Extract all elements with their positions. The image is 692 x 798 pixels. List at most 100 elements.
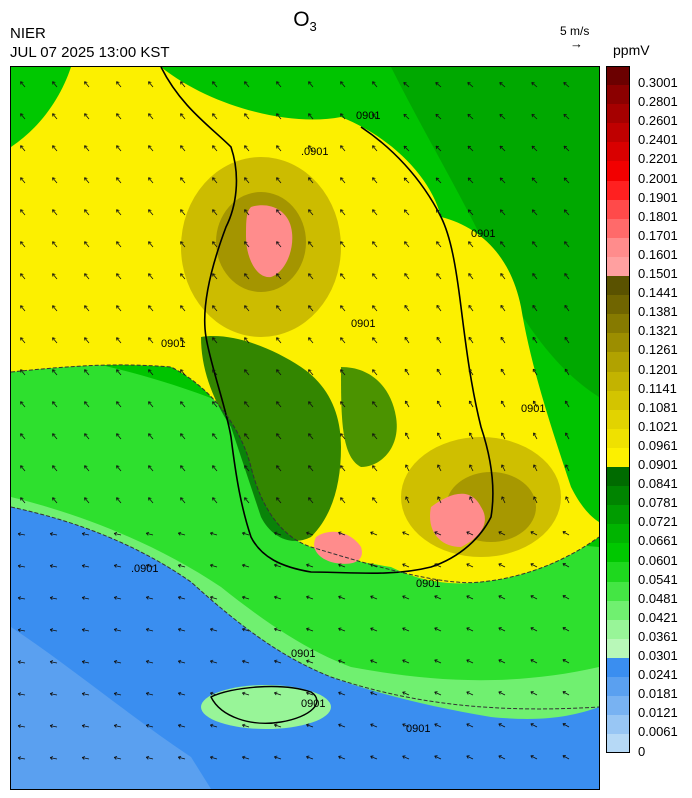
wind-arrow-icon bbox=[434, 595, 442, 600]
wind-arrow-icon bbox=[563, 145, 570, 152]
wind-arrow-icon bbox=[84, 369, 90, 376]
wind-arrow-icon bbox=[564, 432, 570, 440]
wind-arrow-icon bbox=[338, 755, 346, 760]
colorbar-label: 0.1601 bbox=[638, 246, 678, 262]
colorbar-label: 0.1701 bbox=[638, 227, 678, 243]
wind-arrow-icon bbox=[276, 81, 282, 88]
wind-arrow-icon bbox=[212, 497, 218, 504]
wind-arrow-icon bbox=[276, 273, 282, 280]
colorbar-swatch bbox=[606, 104, 630, 124]
colorbar-label: 0.1261 bbox=[638, 342, 678, 358]
wind-arrow-icon bbox=[274, 723, 282, 728]
wind-arrow-icon bbox=[565, 464, 570, 472]
wind-arrow-icon bbox=[84, 497, 90, 504]
wind-arrow-icon bbox=[402, 659, 410, 664]
colorbar-swatch bbox=[606, 677, 630, 697]
units-label: ppmV bbox=[613, 42, 650, 58]
colorbar-label: 0.0661 bbox=[638, 533, 678, 549]
wind-arrow-icon bbox=[212, 177, 218, 184]
colorbar-swatch bbox=[606, 428, 630, 448]
wind-arrow-icon bbox=[402, 563, 410, 568]
wind-arrow-icon bbox=[340, 177, 346, 184]
colorbar-label: 0.0961 bbox=[638, 437, 678, 453]
wind-arrow-icon bbox=[501, 496, 506, 504]
colorbar-swatch bbox=[606, 524, 630, 544]
wind-arrow-icon bbox=[180, 465, 186, 472]
wind-arrow-icon bbox=[436, 241, 442, 248]
wind-arrow-icon bbox=[148, 465, 154, 472]
wind-arrow-icon bbox=[148, 145, 154, 152]
wind-arrow-icon bbox=[340, 113, 346, 120]
wind-arrow-icon bbox=[274, 691, 282, 696]
wind-arrow-icon bbox=[52, 305, 58, 312]
wind-arrow-icon bbox=[308, 113, 314, 120]
wind-arrow-icon bbox=[531, 209, 538, 216]
wind-arrow-icon bbox=[565, 496, 570, 504]
wind-arrow-icon bbox=[180, 433, 186, 440]
wind-arrow-icon bbox=[84, 465, 90, 472]
wind-arrow-icon bbox=[212, 241, 218, 248]
wind-arrow-icon bbox=[402, 755, 410, 760]
wind-arrow-icon bbox=[370, 531, 378, 536]
wind-arrow-icon bbox=[52, 209, 58, 216]
wind-arrow-icon bbox=[116, 209, 122, 216]
wind-arrow-icon bbox=[563, 209, 570, 216]
wind-arrow-icon bbox=[17, 692, 26, 697]
wind-arrow-icon bbox=[370, 627, 378, 632]
wind-arrow-icon bbox=[340, 305, 346, 312]
wind-arrow-icon bbox=[338, 627, 346, 632]
wind-arrow-icon bbox=[113, 531, 122, 536]
wind-arrow-icon bbox=[113, 723, 122, 728]
colorbar-label: 0.1801 bbox=[638, 208, 678, 224]
wind-arrow-icon bbox=[402, 531, 410, 536]
wind-arrow-icon bbox=[436, 304, 442, 312]
wind-arrow-icon bbox=[308, 273, 314, 280]
wind-arrow-icon bbox=[113, 595, 122, 600]
wind-arrow-icon bbox=[145, 531, 154, 536]
wind-arrow-icon bbox=[177, 659, 186, 664]
colorbar-swatch bbox=[606, 600, 630, 620]
wind-arrow-icon bbox=[274, 531, 282, 536]
wind-arrow-icon bbox=[244, 113, 250, 120]
wind-arrow-icon bbox=[372, 145, 378, 152]
wind-arrow-icon bbox=[468, 304, 474, 312]
wind-arrow-icon bbox=[244, 145, 250, 152]
wind-arrow-icon bbox=[212, 209, 218, 216]
colorbar-label: 0.0061 bbox=[638, 724, 678, 740]
wind-arrow-icon bbox=[242, 691, 250, 696]
wind-arrow-icon bbox=[116, 337, 122, 344]
ozone-map: 0901 .0901 0901 0901 0901 0901 0901 .0901 0901 09… bbox=[11, 67, 599, 789]
wind-arrow-icon bbox=[20, 273, 26, 280]
northwest-green-patch bbox=[11, 67, 71, 147]
wind-arrow-icon bbox=[276, 337, 282, 344]
colorbar-label: 0.0361 bbox=[638, 628, 678, 644]
wind-arrow-icon bbox=[49, 628, 58, 632]
wind-arrow-icon bbox=[404, 273, 410, 280]
wind-arrow-icon bbox=[372, 337, 378, 344]
wind-arrow-icon bbox=[81, 628, 90, 632]
wind-arrow-icon bbox=[468, 273, 474, 280]
colorbar-label: 0.0721 bbox=[638, 514, 678, 530]
wind-arrow-icon bbox=[308, 337, 314, 344]
wind-arrow-icon bbox=[210, 563, 218, 568]
wind-arrow-icon bbox=[434, 531, 442, 536]
wind-arrow-icon bbox=[562, 563, 570, 568]
wind-arrow-icon bbox=[499, 209, 506, 216]
wind-arrow-icon bbox=[274, 659, 282, 664]
wind-arrow-icon bbox=[372, 273, 378, 280]
wind-arrow-icon bbox=[500, 336, 506, 344]
wind-arrow-icon bbox=[148, 401, 154, 408]
wind-arrow-icon bbox=[210, 691, 218, 696]
colorbar-label: 0.1321 bbox=[638, 323, 678, 339]
colorbar-swatch bbox=[606, 390, 630, 410]
colorbar-label: 0.0121 bbox=[638, 705, 678, 721]
wind-arrow-icon bbox=[403, 209, 410, 216]
wind-arrow-icon bbox=[372, 177, 378, 184]
wind-arrow-icon bbox=[499, 177, 506, 184]
wind-arrow-icon bbox=[20, 241, 26, 248]
wind-arrow-icon bbox=[370, 755, 378, 760]
wind-arrow-icon bbox=[531, 113, 538, 120]
chart-title: O3 bbox=[293, 8, 317, 35]
wind-arrow-icon bbox=[405, 464, 410, 472]
wind-arrow-icon bbox=[52, 113, 58, 120]
